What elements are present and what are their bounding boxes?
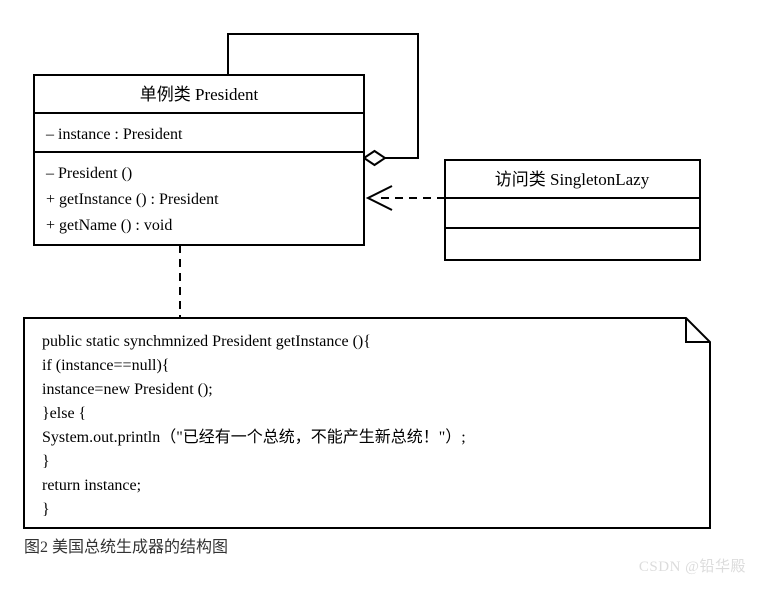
- class-president: 单例类 President – instance : President – P…: [34, 75, 364, 245]
- note-line-3: }else {: [42, 405, 86, 422]
- note-line-1: if (instance==null){: [42, 357, 169, 374]
- note-line-7: }: [42, 501, 50, 518]
- class-singletonlazy-title: 访问类 SingletonLazy: [495, 170, 650, 189]
- watermark: CSDN @铅华殿: [639, 555, 746, 576]
- note-line-6: return instance;: [42, 477, 141, 494]
- class-president-method-2: + getName () : void: [46, 217, 172, 234]
- uml-diagram: 单例类 President – instance : President – P…: [0, 0, 766, 600]
- dependency-connector: [368, 186, 445, 210]
- note-line-4: System.out.println（"已经有一个总统，不能产生新总统！"）;: [42, 428, 466, 446]
- class-president-method-1: + getInstance () : President: [46, 191, 219, 208]
- note-line-0: public static synchmnized President getI…: [42, 333, 371, 350]
- figure-caption: 图2 美国总统生成器的结构图: [24, 533, 228, 557]
- note-line-2: instance=new President ();: [42, 381, 213, 398]
- class-president-method-0: – President (): [45, 165, 132, 182]
- note-line-5: }: [42, 453, 50, 470]
- class-president-title: 单例类 President: [140, 85, 259, 104]
- code-note: public static synchmnized President getI…: [24, 318, 710, 528]
- class-singletonlazy: 访问类 SingletonLazy: [445, 160, 700, 260]
- class-president-attr-0: – instance : President: [45, 126, 183, 143]
